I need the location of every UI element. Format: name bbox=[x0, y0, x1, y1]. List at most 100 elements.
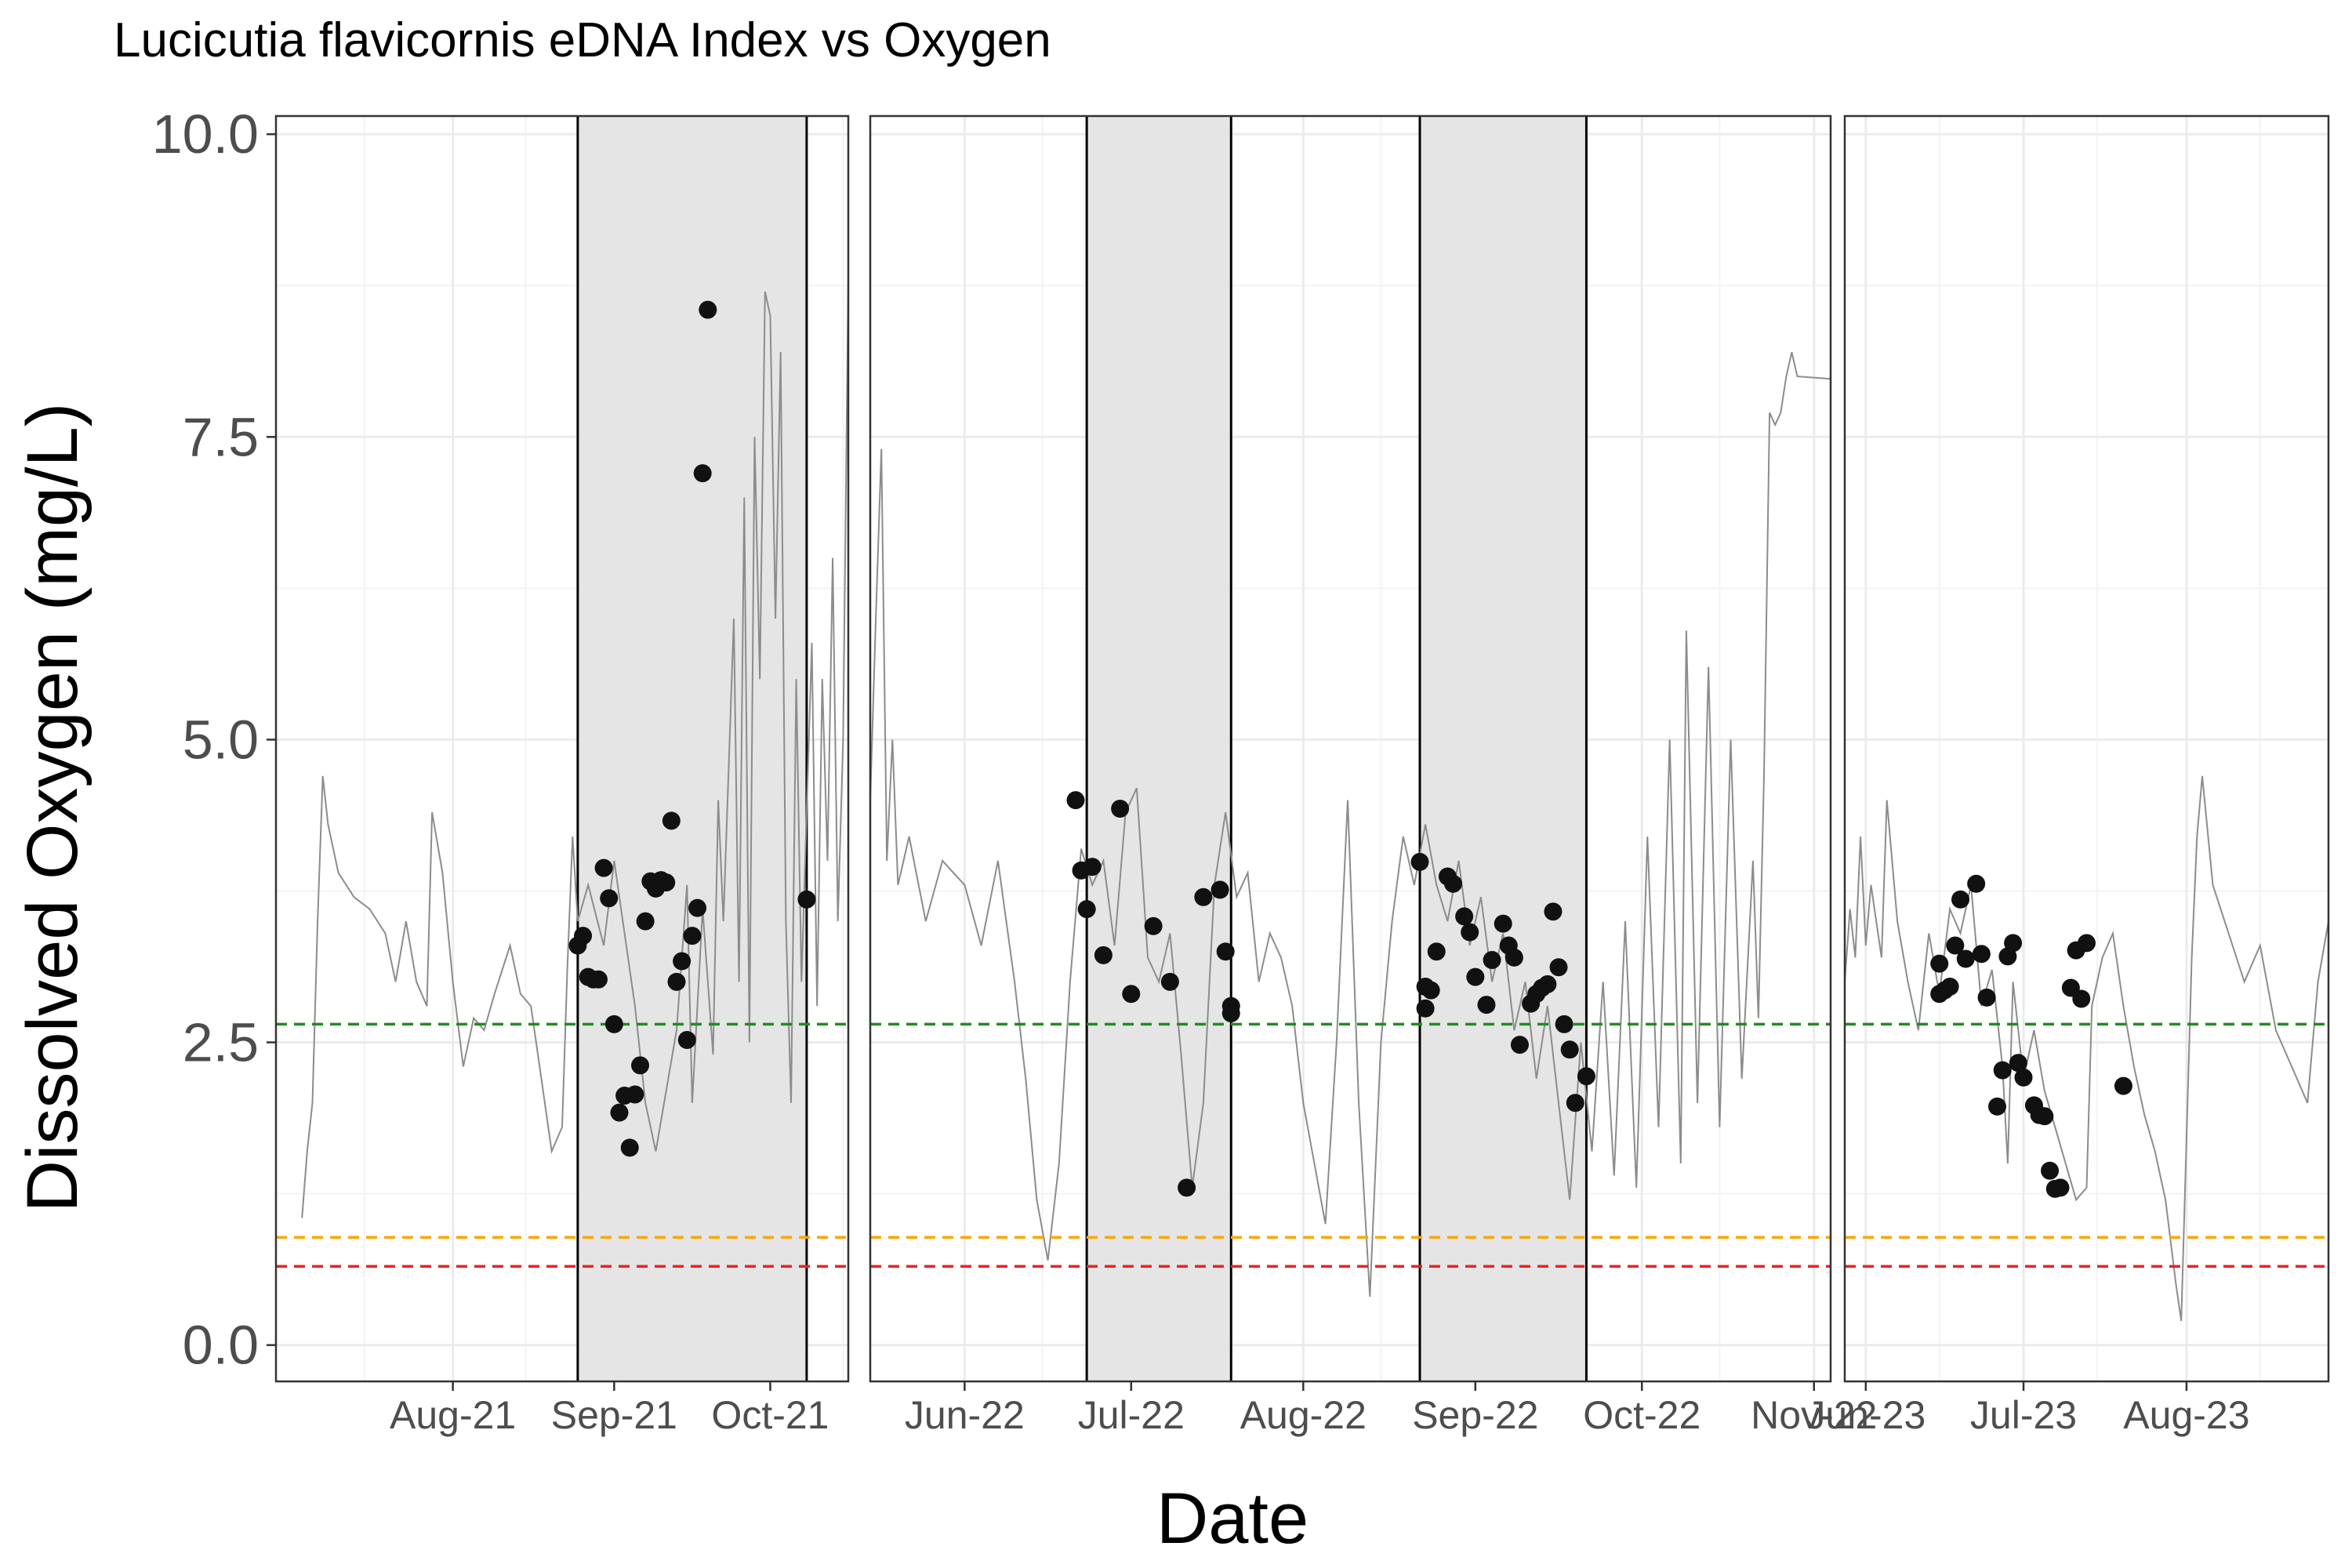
edna-point bbox=[1427, 942, 1446, 961]
x-tick-label: Sep-21 bbox=[551, 1393, 677, 1437]
edna-point bbox=[631, 1056, 650, 1075]
edna-point bbox=[1494, 914, 1512, 933]
panel-border bbox=[869, 114, 1832, 1383]
edna-point bbox=[797, 890, 816, 909]
edna-point bbox=[1466, 967, 1485, 986]
panel-border bbox=[274, 114, 850, 1383]
x-tick-label: Jul-23 bbox=[1970, 1393, 2077, 1437]
edna-point bbox=[2072, 989, 2091, 1008]
edna-point bbox=[688, 898, 707, 917]
edna-point bbox=[1987, 1097, 2006, 1116]
edna-point bbox=[699, 300, 717, 319]
edna-point bbox=[1160, 972, 1179, 991]
y-tick-label: 10.0 bbox=[152, 103, 259, 165]
edna-point bbox=[1210, 880, 1229, 899]
shaded-window bbox=[1087, 116, 1232, 1381]
edna-point bbox=[1455, 907, 1474, 926]
edna-point bbox=[1477, 996, 1496, 1014]
edna-point bbox=[2114, 1076, 2132, 1095]
edna-point bbox=[1077, 900, 1096, 919]
y-tick-label: 0.0 bbox=[183, 1315, 259, 1376]
y-tick-label: 7.5 bbox=[183, 406, 259, 467]
x-tick-label: Jun-23 bbox=[1806, 1393, 1926, 1437]
edna-point bbox=[1216, 942, 1235, 961]
shaded-window bbox=[1420, 116, 1587, 1381]
panel-2: Jun-22 Jul-22 Aug-22 Sep-22 Oct-22 Nov-22 bbox=[869, 114, 1877, 1437]
x-tick-label: Aug-23 bbox=[2123, 1393, 2249, 1437]
x-tick-label: Oct-22 bbox=[1583, 1393, 1700, 1437]
edna-point bbox=[1951, 890, 1970, 909]
edna-point bbox=[1122, 985, 1141, 1004]
edna-point bbox=[667, 972, 686, 991]
x-tick-label: Jun-22 bbox=[905, 1393, 1025, 1437]
edna-point bbox=[1094, 946, 1112, 964]
x-axis-label: Date bbox=[1156, 1479, 1308, 1559]
edna-point bbox=[1972, 945, 1991, 964]
edna-point bbox=[1443, 874, 1462, 893]
edna-point bbox=[677, 1030, 696, 1049]
oxygen-series-line bbox=[870, 351, 1831, 1297]
edna-point bbox=[1967, 874, 1986, 893]
x-tick-label: Aug-22 bbox=[1240, 1393, 1367, 1437]
edna-point bbox=[2009, 1054, 2027, 1073]
shaded-window bbox=[577, 116, 807, 1381]
edna-point bbox=[1977, 988, 1996, 1007]
edna-point bbox=[693, 464, 712, 483]
edna-point bbox=[1940, 977, 1959, 996]
edna-point bbox=[1483, 951, 1501, 970]
y-axis: 0.0 2.5 5.0 7.5 10.0 bbox=[152, 103, 276, 1376]
edna-point bbox=[1538, 975, 1557, 993]
edna-point bbox=[1111, 799, 1130, 818]
edna-point bbox=[1560, 1040, 1579, 1059]
plot-area: Aug-21 Sep-21 Oct-21 Jun-22 Jul-22 Aug-22 Sep-… bbox=[152, 103, 2330, 1437]
y-tick-label: 2.5 bbox=[183, 1012, 259, 1073]
edna-point bbox=[610, 1103, 629, 1122]
edna-point bbox=[2004, 934, 2023, 953]
panel-border bbox=[1843, 114, 2330, 1383]
y-axis-label: Dissolved Oxygen (mg/L) bbox=[13, 403, 93, 1213]
edna-point bbox=[1946, 936, 1965, 955]
edna-point bbox=[589, 970, 608, 989]
edna-point bbox=[1066, 791, 1085, 810]
edna-point bbox=[2014, 1068, 2033, 1087]
edna-point bbox=[1221, 1004, 1240, 1022]
edna-point bbox=[2035, 1107, 2054, 1126]
panel-background bbox=[870, 116, 1831, 1381]
x-tick-label: Sep-22 bbox=[1412, 1393, 1538, 1437]
oxygen-series-line bbox=[1845, 775, 2328, 1321]
edna-point bbox=[673, 952, 691, 971]
edna-point bbox=[1461, 923, 1479, 942]
edna-point bbox=[1510, 1036, 1529, 1054]
edna-point bbox=[574, 927, 593, 946]
edna-point bbox=[1144, 916, 1163, 935]
edna-point bbox=[1544, 902, 1563, 921]
y-tick-label: 5.0 bbox=[183, 709, 259, 770]
edna-point bbox=[1178, 1178, 1196, 1197]
edna-point bbox=[683, 927, 702, 946]
edna-point bbox=[657, 873, 676, 892]
edna-point bbox=[594, 858, 613, 877]
edna-point bbox=[2078, 934, 2096, 953]
edna-point bbox=[1410, 852, 1429, 871]
edna-point bbox=[1930, 954, 1949, 973]
edna-point bbox=[1577, 1067, 1595, 1086]
edna-point bbox=[1504, 948, 1523, 967]
panel-1: Aug-21 Sep-21 Oct-21 bbox=[274, 114, 850, 1437]
panel-3: Jun-23 Jul-23 Aug-23 bbox=[1806, 114, 2330, 1437]
x-tick-label: Jul-22 bbox=[1078, 1393, 1185, 1437]
x-tick-label: Nov-22 bbox=[1751, 1393, 1877, 1437]
edna-point bbox=[1421, 981, 1440, 1000]
edna-point bbox=[600, 889, 619, 908]
edna-point bbox=[604, 1014, 623, 1033]
edna-point bbox=[1956, 949, 1975, 968]
edna-point bbox=[1194, 887, 1213, 906]
edna-point bbox=[2041, 1161, 2060, 1180]
edna-point bbox=[1993, 1061, 2012, 1080]
edna-point bbox=[2051, 1178, 2070, 1197]
edna-point bbox=[662, 811, 681, 830]
edna-point bbox=[1083, 858, 1102, 877]
edna-point bbox=[636, 912, 655, 931]
x-tick-label: Aug-21 bbox=[390, 1393, 516, 1437]
edna-point bbox=[1416, 999, 1435, 1018]
